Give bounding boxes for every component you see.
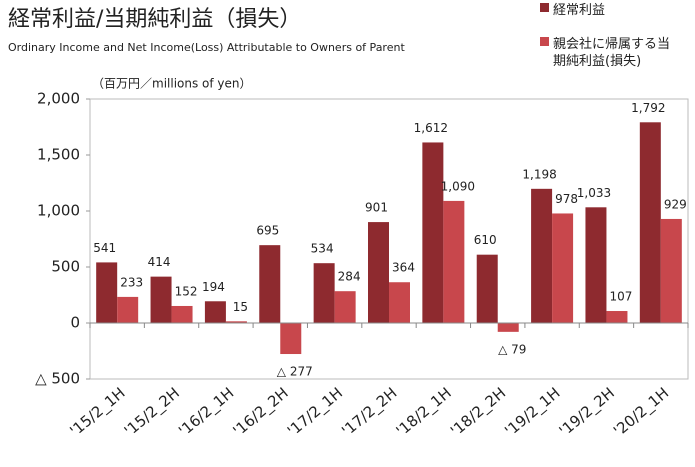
value-label: 1,033 xyxy=(577,186,611,200)
bar xyxy=(476,254,498,323)
x-tick-label: '19/2_2H xyxy=(556,384,619,441)
value-label: 233 xyxy=(120,275,143,289)
x-tick-label: '15/2_2H xyxy=(121,384,184,441)
bar xyxy=(280,323,302,355)
bar xyxy=(204,301,226,323)
x-tick-label: '16/2_1H xyxy=(175,384,238,441)
bar xyxy=(171,305,193,323)
value-label: △ 277 xyxy=(277,365,313,379)
value-label: 364 xyxy=(392,261,415,275)
value-label: 1,612 xyxy=(414,121,448,135)
bar xyxy=(259,245,281,323)
bar xyxy=(497,323,519,332)
value-label: 534 xyxy=(311,242,334,256)
x-tick-label: '18/2_1H xyxy=(393,384,456,441)
y-tick-label: 500 xyxy=(51,258,80,276)
legend-item: 経常利益 xyxy=(540,2,671,19)
bar xyxy=(531,188,553,323)
value-label: 978 xyxy=(555,192,578,206)
x-tick-label: '17/2_2H xyxy=(338,384,401,441)
bar xyxy=(552,213,574,323)
x-tick-label: '16/2_2H xyxy=(229,384,292,441)
value-label: 107 xyxy=(610,290,633,304)
legend-label: 親会社に帰属する当期純利益(損失) xyxy=(553,37,671,69)
value-label: 541 xyxy=(93,241,116,255)
chart-subtitle: Ordinary Income and Net Income(Loss) Att… xyxy=(8,41,405,54)
legend-swatch xyxy=(540,37,549,46)
y-tick-label: 1,500 xyxy=(37,146,80,164)
legend-label: 経常利益 xyxy=(553,3,606,18)
legend-swatch xyxy=(540,3,549,12)
legend-item: 親会社に帰属する当期純利益(損失) xyxy=(540,36,671,70)
value-label: 194 xyxy=(202,280,225,294)
x-tick-label: '15/2_1H xyxy=(66,384,129,441)
value-label: 15 xyxy=(233,300,248,314)
bar xyxy=(389,282,410,323)
y-tick-label: △ 500 xyxy=(35,370,80,388)
value-label: △ 79 xyxy=(498,342,526,356)
bar xyxy=(313,263,335,323)
value-label: 901 xyxy=(365,201,388,215)
bar xyxy=(150,276,172,323)
value-label: 152 xyxy=(175,284,198,298)
bar xyxy=(606,311,628,323)
bar xyxy=(368,222,389,323)
value-label: 1,198 xyxy=(522,167,556,181)
plot-frame xyxy=(89,98,689,380)
value-label: 1,090 xyxy=(441,179,475,193)
bar xyxy=(422,142,444,323)
unit-label: （百万円／millions of yen） xyxy=(92,77,252,91)
bar xyxy=(660,218,682,323)
bar xyxy=(96,262,118,323)
x-tick-label: '20/2_1H xyxy=(610,384,673,441)
value-label: 929 xyxy=(664,197,687,211)
bar xyxy=(117,296,139,323)
value-label: 284 xyxy=(338,270,361,284)
value-label: 414 xyxy=(148,255,171,269)
value-label: 1,792 xyxy=(631,101,665,115)
x-tick-label: '19/2_1H xyxy=(501,384,564,441)
y-tick-label: 1,000 xyxy=(37,202,80,220)
bar xyxy=(225,321,247,323)
bar xyxy=(334,291,356,323)
bar xyxy=(639,122,661,324)
value-label: 610 xyxy=(474,233,497,247)
x-tick-label: '18/2_2H xyxy=(447,384,510,441)
bar xyxy=(443,200,465,323)
bar xyxy=(585,207,607,323)
x-tick-label: '17/2_1H xyxy=(284,384,347,441)
y-tick-label: 0 xyxy=(70,314,80,332)
chart-title: 経常利益/当期純利益（損失） xyxy=(8,7,301,32)
value-label: 695 xyxy=(256,224,279,238)
y-tick-label: 2,000 xyxy=(37,90,80,108)
